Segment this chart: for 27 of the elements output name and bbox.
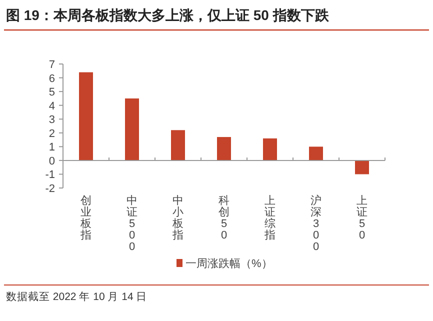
- y-tick-label: 0: [48, 155, 55, 168]
- y-tick-label: 2: [48, 128, 55, 140]
- text: 数据截至 2022 年 10 月 14 日: [6, 290, 148, 303]
- y-tick-label: -1: [45, 169, 55, 182]
- x-tick-label: 上证综指: [264, 194, 276, 242]
- x-tick-label: 中小板指: [172, 194, 184, 242]
- x-tick-label: 创业板指: [80, 195, 92, 242]
- bar: [217, 137, 231, 160]
- y-tick-label: 3: [48, 114, 55, 126]
- legend-label: 一周涨跌幅（%）: [186, 258, 272, 270]
- x-tick-label: 上证50: [356, 194, 368, 242]
- y-tick-label: 5: [48, 86, 55, 99]
- bar: [125, 98, 139, 160]
- bar: [355, 160, 369, 174]
- y-tick-label: 1: [48, 142, 55, 154]
- y-tick-label: 6: [48, 72, 55, 85]
- bar: [171, 130, 185, 160]
- x-tick-label: 中证500: [126, 194, 138, 253]
- y-tick-label: 7: [48, 59, 55, 71]
- bar: [309, 146, 323, 160]
- x-tick-label: 科创50: [218, 195, 230, 242]
- y-tick-label: 4: [48, 100, 55, 112]
- bar: [79, 72, 93, 160]
- chart-title: 图 19：本周各板指数大多上涨，仅上证 50 指数下跌: [6, 7, 330, 23]
- bar: [263, 138, 277, 160]
- y-tick-label: -2: [45, 183, 55, 195]
- x-tick-label: 沪深300: [310, 194, 322, 253]
